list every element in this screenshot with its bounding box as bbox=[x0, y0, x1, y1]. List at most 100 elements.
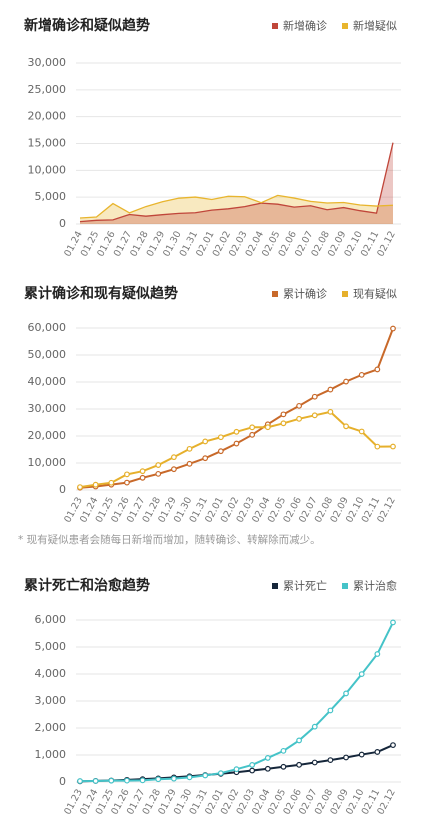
point bbox=[249, 424, 256, 431]
point bbox=[77, 484, 83, 491]
legend-label: 累计治愈 bbox=[353, 579, 397, 593]
chart: 累计确诊和现有疑似趋势 累计确诊 现有疑似 0 10,000 20,000 30,000 40… bbox=[18, 285, 401, 546]
point bbox=[264, 765, 271, 772]
point bbox=[343, 378, 349, 385]
point bbox=[249, 762, 256, 768]
point bbox=[296, 761, 303, 768]
point bbox=[155, 470, 162, 477]
point bbox=[77, 778, 83, 784]
point bbox=[374, 366, 381, 373]
y-tick-label: 2,000 bbox=[35, 721, 67, 734]
point bbox=[374, 749, 381, 755]
y-tick-label: 30,000 bbox=[28, 56, 67, 69]
point bbox=[155, 776, 162, 783]
y-tick-label: 3,000 bbox=[35, 694, 67, 707]
point bbox=[343, 690, 349, 697]
y-tick-label: 15,000 bbox=[28, 137, 67, 150]
legend-label: 累计死亡 bbox=[283, 579, 327, 593]
footnote: * 现有疑似患者会随每日新增而增加，随转确诊、转解除而减少。 bbox=[18, 533, 321, 546]
point bbox=[92, 778, 99, 784]
point bbox=[374, 651, 381, 657]
legend-label: 现有疑似 bbox=[353, 287, 397, 301]
point bbox=[170, 775, 177, 782]
point bbox=[139, 777, 146, 784]
point bbox=[374, 443, 381, 450]
point bbox=[390, 325, 396, 332]
point bbox=[217, 448, 224, 455]
line bbox=[79, 142, 394, 223]
point bbox=[264, 424, 271, 431]
legend-swatch bbox=[342, 291, 348, 297]
y-tick-label: 6,000 bbox=[35, 613, 67, 626]
y-tick-label: 5,000 bbox=[35, 190, 67, 203]
point bbox=[186, 774, 193, 781]
area bbox=[80, 195, 393, 224]
point bbox=[280, 411, 287, 418]
point bbox=[390, 619, 396, 626]
point bbox=[343, 423, 349, 430]
legend-swatch bbox=[342, 583, 348, 589]
point bbox=[249, 767, 256, 774]
line bbox=[79, 194, 394, 219]
y-tick-label: 30,000 bbox=[28, 402, 67, 415]
point bbox=[390, 443, 396, 450]
legend-swatch bbox=[272, 23, 278, 29]
point bbox=[358, 428, 365, 435]
point bbox=[327, 408, 334, 415]
line bbox=[79, 744, 394, 783]
legend-swatch bbox=[342, 23, 348, 29]
point bbox=[108, 479, 115, 486]
line bbox=[79, 328, 394, 489]
point bbox=[139, 474, 146, 481]
point bbox=[296, 402, 303, 409]
point bbox=[170, 466, 177, 473]
y-tick-label: 1,000 bbox=[35, 748, 67, 761]
y-tick-label: 0 bbox=[59, 775, 66, 788]
point bbox=[233, 766, 240, 773]
point bbox=[217, 434, 224, 441]
y-tick-label: 10,000 bbox=[28, 163, 67, 176]
point bbox=[311, 723, 318, 730]
point bbox=[139, 468, 146, 475]
y-tick-label: 25,000 bbox=[28, 83, 67, 96]
point bbox=[124, 471, 130, 478]
point bbox=[186, 460, 193, 467]
y-tick-label: 4,000 bbox=[35, 667, 67, 680]
chart: 累计死亡和治愈趋势 累计死亡 累计治愈 0 1,000 2,000 3,000 4,000 5,… bbox=[24, 577, 401, 817]
point bbox=[202, 772, 209, 779]
y-tick-label: 20,000 bbox=[28, 429, 67, 442]
point bbox=[327, 386, 334, 393]
point bbox=[264, 755, 271, 761]
chart-title: 新增确诊和疑似趋势 bbox=[24, 17, 150, 34]
point bbox=[327, 707, 334, 714]
y-tick-label: 10,000 bbox=[28, 456, 67, 469]
point bbox=[202, 438, 209, 445]
point bbox=[280, 747, 287, 754]
point bbox=[124, 479, 130, 486]
point bbox=[390, 742, 396, 748]
point bbox=[358, 371, 365, 378]
point bbox=[124, 777, 130, 784]
point bbox=[296, 415, 303, 422]
point bbox=[233, 440, 240, 447]
legend-swatch bbox=[272, 291, 278, 297]
point bbox=[92, 481, 99, 488]
point bbox=[280, 763, 287, 770]
point bbox=[108, 777, 115, 784]
point bbox=[311, 393, 318, 400]
legend-label: 累计确诊 bbox=[283, 287, 327, 301]
legend-label: 新增确诊 bbox=[283, 19, 327, 33]
y-tick-label: 20,000 bbox=[28, 110, 67, 123]
y-tick-label: 60,000 bbox=[28, 321, 67, 334]
point bbox=[170, 454, 177, 461]
point bbox=[249, 431, 256, 438]
point bbox=[358, 751, 365, 758]
legend-label: 新增疑似 bbox=[353, 19, 397, 33]
point bbox=[311, 759, 318, 766]
point bbox=[202, 455, 209, 462]
point bbox=[296, 737, 303, 744]
y-tick-label: 0 bbox=[59, 483, 66, 496]
legend-swatch bbox=[272, 583, 278, 589]
point bbox=[186, 445, 193, 452]
